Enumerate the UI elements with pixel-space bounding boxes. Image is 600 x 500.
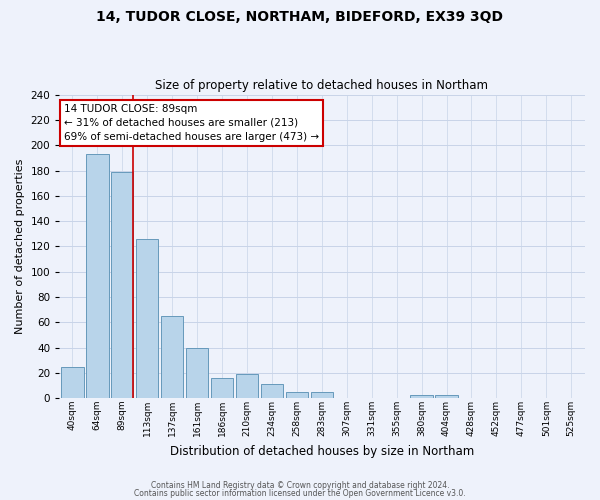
- Bar: [311, 392, 333, 398]
- Bar: [236, 374, 258, 398]
- Y-axis label: Number of detached properties: Number of detached properties: [15, 159, 25, 334]
- Bar: [261, 384, 283, 398]
- Text: 14 TUDOR CLOSE: 89sqm
← 31% of detached houses are smaller (213)
69% of semi-det: 14 TUDOR CLOSE: 89sqm ← 31% of detached …: [64, 104, 319, 142]
- Text: Contains public sector information licensed under the Open Government Licence v3: Contains public sector information licen…: [134, 488, 466, 498]
- Bar: [286, 392, 308, 398]
- Bar: [186, 348, 208, 399]
- Text: Contains HM Land Registry data © Crown copyright and database right 2024.: Contains HM Land Registry data © Crown c…: [151, 481, 449, 490]
- Bar: [161, 316, 184, 398]
- Bar: [111, 172, 133, 398]
- Bar: [436, 394, 458, 398]
- Bar: [211, 378, 233, 398]
- Bar: [86, 154, 109, 398]
- Bar: [410, 394, 433, 398]
- X-axis label: Distribution of detached houses by size in Northam: Distribution of detached houses by size …: [170, 444, 474, 458]
- Text: 14, TUDOR CLOSE, NORTHAM, BIDEFORD, EX39 3QD: 14, TUDOR CLOSE, NORTHAM, BIDEFORD, EX39…: [97, 10, 503, 24]
- Title: Size of property relative to detached houses in Northam: Size of property relative to detached ho…: [155, 79, 488, 92]
- Bar: [61, 367, 83, 398]
- Bar: [136, 239, 158, 398]
